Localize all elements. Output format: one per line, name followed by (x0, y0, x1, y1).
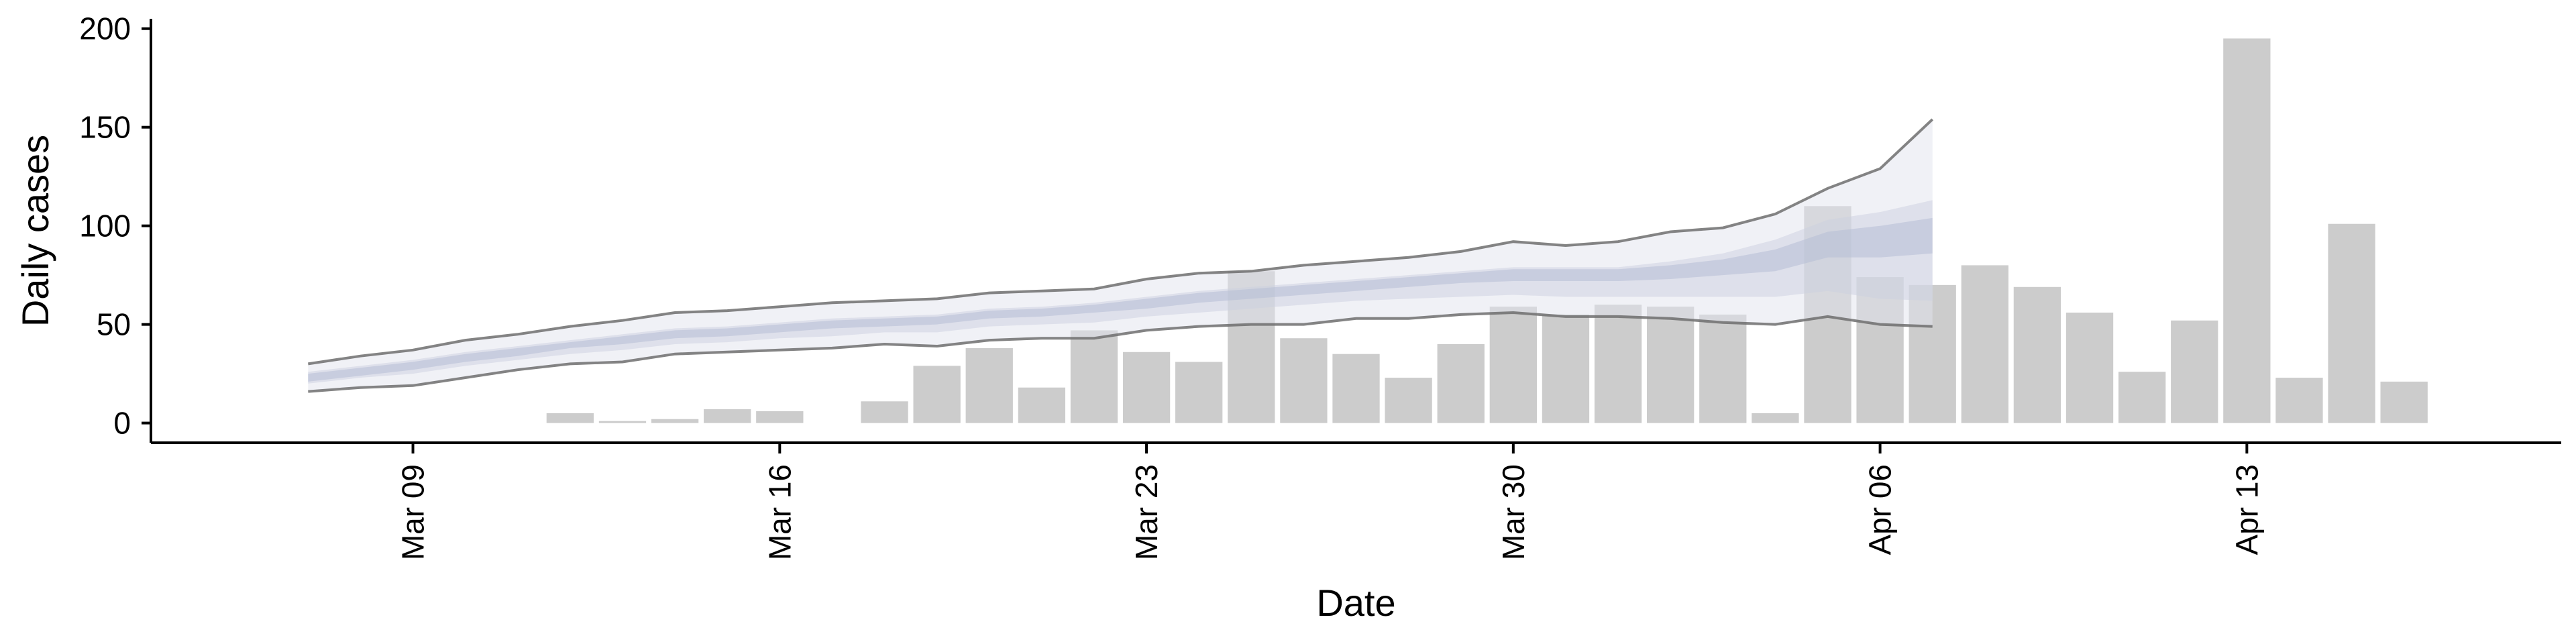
axes-layer: 0 50 100 150 200 Mar 09 Mar 16 Mar 23 Mar 30 Apr … (79, 11, 2561, 560)
bar (1699, 314, 1747, 423)
bar (1070, 330, 1118, 423)
bar (2223, 38, 2271, 423)
x-tick-label: Apr 13 (2229, 464, 2264, 555)
ribbon-middle (308, 200, 1933, 384)
upper-bound-line (308, 118, 1934, 366)
bar (756, 411, 804, 423)
bar (1122, 352, 1171, 423)
bar (651, 419, 699, 423)
bar (598, 421, 647, 423)
bar (1280, 338, 1328, 423)
y-tick-label: 200 (79, 11, 131, 46)
bar (1175, 362, 1223, 423)
bar (546, 413, 594, 423)
bar (1752, 413, 1799, 423)
y-tick-label: 50 (97, 307, 131, 342)
bar (1961, 265, 2008, 423)
bar (861, 401, 908, 423)
bar (2275, 378, 2323, 423)
bars-layer (546, 38, 2428, 423)
x-tick-label: Mar 16 (762, 464, 797, 560)
bar (1385, 378, 1432, 423)
x-tick-label: Mar 30 (1496, 464, 1531, 560)
ribbon-layer (308, 118, 1934, 393)
y-tick-label: 100 (79, 209, 131, 244)
bar (2380, 381, 2428, 423)
bar (2118, 372, 2166, 423)
ribbon-outer (308, 119, 1933, 392)
y-axis-title: Daily cases (14, 135, 56, 327)
bar (1332, 354, 1380, 423)
bar (1489, 307, 1537, 423)
bar (1594, 305, 1642, 423)
lower-bound-line (308, 311, 1933, 393)
x-tick-label: Mar 23 (1129, 464, 1164, 560)
x-tick-label: Apr 06 (1863, 464, 1898, 555)
bar (1542, 314, 1590, 423)
bar (913, 366, 961, 423)
y-tick-label: 150 (79, 110, 131, 145)
bar (1437, 344, 1485, 423)
x-axis-title: Date (1316, 582, 1395, 624)
bar (2171, 320, 2218, 423)
bar (1018, 387, 1065, 423)
bar (2065, 312, 2114, 423)
y-tick-label: 0 (113, 406, 131, 441)
bar (2013, 286, 2061, 423)
bar (1647, 307, 1695, 423)
bar (704, 409, 751, 423)
x-tick-label: Mar 09 (396, 464, 431, 560)
bar (965, 347, 1013, 423)
bar (2328, 223, 2375, 423)
